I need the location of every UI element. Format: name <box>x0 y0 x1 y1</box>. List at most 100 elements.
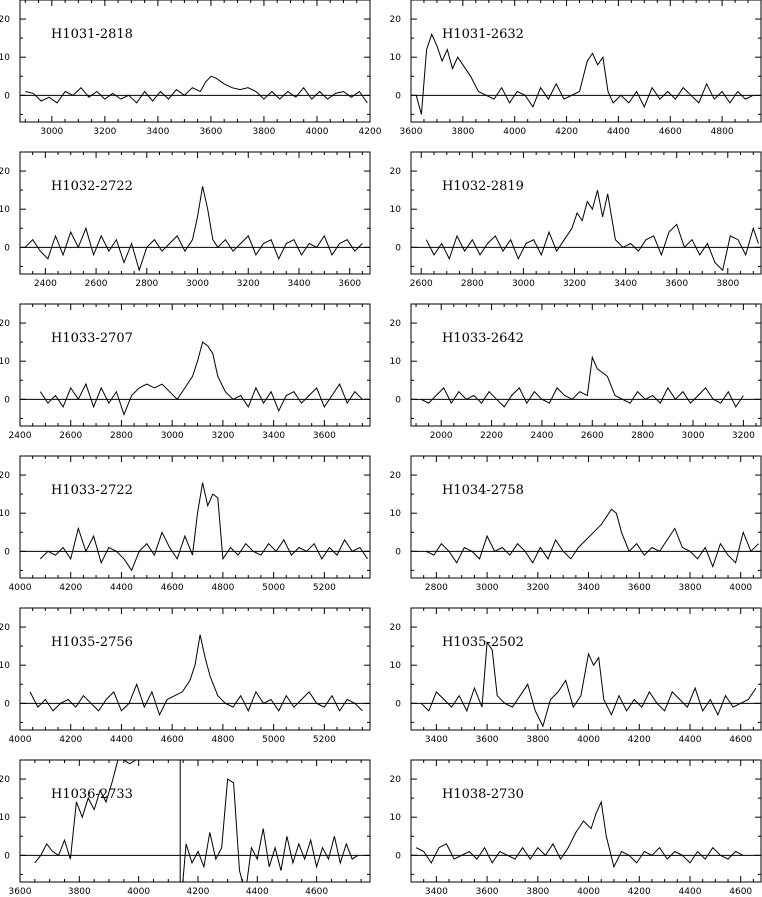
x-tick-label: 3400 <box>146 127 169 137</box>
x-tick-label: 3200 <box>211 431 234 441</box>
x-tick-label: 3400 <box>425 735 448 745</box>
x-tick-label: 3200 <box>237 279 260 289</box>
panel-title: H1033-2707 <box>51 331 133 346</box>
x-tick-label: 2400 <box>34 279 57 289</box>
x-tick-label: 3800 <box>68 887 91 897</box>
x-tick-label: 4400 <box>607 127 630 137</box>
panel-title: H1031-2632 <box>442 27 524 42</box>
x-tick-label: 4600 <box>729 887 752 897</box>
x-tick-label: 4200 <box>359 127 382 137</box>
x-tick-label: 3400 <box>262 431 285 441</box>
spectrum-panel-2: 3600 3800 4000 4200 4400 4600 4800 0 10 20 H1031-2… <box>390 0 762 137</box>
spectrum-panel-9: 4000 4200 4400 4600 4800 5000 5200 0 10 20 H1035-2… <box>0 607 371 745</box>
spectrum-line <box>24 186 363 272</box>
y-tick-label: 10 <box>0 357 10 367</box>
plot-frame <box>410 303 762 427</box>
panel-title: H1035-2502 <box>442 635 524 650</box>
x-tick-label: 3000 <box>186 279 209 289</box>
x-tick-label: 5200 <box>313 735 336 745</box>
x-tick-label: 2600 <box>59 431 82 441</box>
x-tick-label: 3400 <box>577 583 600 593</box>
panel-title: H1033-2642 <box>442 331 524 346</box>
x-tick-label: 3600 <box>476 887 499 897</box>
plot-frame <box>410 151 762 275</box>
x-tick-label: 4200 <box>628 735 651 745</box>
x-tick-label: 3600 <box>338 279 361 289</box>
x-tick-label: 4600 <box>305 887 328 897</box>
x-tick-label: 4600 <box>161 735 184 745</box>
spectrum-line <box>29 634 363 717</box>
spectrum-panel-6: 2000 2200 2400 2600 2800 3000 3200 0 10 20 H1033-2… <box>390 303 762 441</box>
panel-title: H1038-2730 <box>442 787 524 802</box>
y-tick-label: 10 <box>390 813 402 823</box>
plot-frame <box>19 303 371 427</box>
plot-frame <box>410 759 762 883</box>
spectrum-panel-10: 3400 3600 3800 4000 4200 4400 4600 0 10 20 H1035-2… <box>390 607 762 745</box>
plot-frame <box>19 455 371 579</box>
spectrum-panel-12: 3400 3600 3800 4000 4200 4400 4600 0 10 20 H1038-2… <box>390 759 762 897</box>
plot-frame <box>19 607 371 731</box>
x-tick-label: 4200 <box>59 735 82 745</box>
x-tick-label: 5200 <box>313 583 336 593</box>
panel-title: H1035-2756 <box>51 635 133 650</box>
x-tick-label: 4200 <box>628 887 651 897</box>
panel-title: H1036-2733 <box>51 787 133 802</box>
x-tick-label: 3400 <box>288 279 311 289</box>
plot-frame <box>19 151 371 275</box>
x-tick-label: 3200 <box>526 583 549 593</box>
x-tick-label: 3800 <box>451 127 474 137</box>
x-tick-label: 2400 <box>9 431 32 441</box>
y-tick-label: 20 <box>0 319 10 329</box>
spectrum-line <box>420 355 744 408</box>
x-tick-label: 3000 <box>476 583 499 593</box>
spectrum-line <box>39 482 368 572</box>
x-tick-label: 4200 <box>59 583 82 593</box>
y-tick-label: 10 <box>390 509 402 519</box>
x-tick-label: 3600 <box>665 279 688 289</box>
y-tick-label: 20 <box>0 15 10 25</box>
x-tick-label: 4400 <box>110 735 133 745</box>
x-tick-label: 3800 <box>716 279 739 289</box>
x-tick-label: 4200 <box>555 127 578 137</box>
y-tick-label: 20 <box>390 623 402 633</box>
x-tick-label: 4200 <box>187 887 210 897</box>
x-tick-label: 2200 <box>480 431 503 441</box>
spectrum-line <box>425 189 759 272</box>
x-tick-label: 3800 <box>526 735 549 745</box>
x-tick-label: 4800 <box>211 583 234 593</box>
x-tick-label: 2800 <box>110 431 133 441</box>
plot-frame <box>410 607 762 731</box>
spectrum-line <box>415 800 744 869</box>
spectrum-line <box>25 75 368 104</box>
y-tick-label: 10 <box>0 205 10 215</box>
x-tick-label: 5000 <box>262 583 285 593</box>
x-tick-label: 4000 <box>127 887 150 897</box>
x-tick-label: 2800 <box>425 583 448 593</box>
y-tick-label: 10 <box>0 813 10 823</box>
x-tick-label: 3200 <box>732 431 755 441</box>
x-tick-label: 2800 <box>135 279 158 289</box>
y-tick-label: 0 <box>395 395 401 405</box>
x-tick-label: 2600 <box>581 431 604 441</box>
x-tick-label: 3000 <box>40 127 63 137</box>
y-tick-label: 0 <box>395 851 401 861</box>
x-tick-label: 2400 <box>530 431 553 441</box>
spectrum-panel-5: 2400 2600 2800 3000 3200 3400 3600 0 10 20 H1033-2… <box>0 303 371 441</box>
x-tick-label: 3000 <box>512 279 535 289</box>
x-tick-label: 5000 <box>262 735 285 745</box>
x-tick-label: 4600 <box>161 583 184 593</box>
y-tick-label: 0 <box>4 91 10 101</box>
spectrum-panel-7: 4000 4200 4400 4600 4800 5000 5200 0 10 20 H1033-2… <box>0 455 371 593</box>
x-tick-label: 4000 <box>729 583 752 593</box>
panel-title: H1034-2758 <box>442 483 524 498</box>
x-tick-label: 4000 <box>577 887 600 897</box>
spectrum-panel-11: 3600 3800 4000 4200 4400 4600 0 10 20 H1036-2733 <box>0 759 371 897</box>
y-tick-label: 10 <box>0 509 10 519</box>
spectrum-line <box>420 640 757 728</box>
x-tick-label: 3400 <box>425 887 448 897</box>
panel-title: H1032-2819 <box>442 179 524 194</box>
x-tick-label: 4800 <box>711 127 734 137</box>
y-tick-label: 0 <box>395 699 401 709</box>
y-tick-label: 10 <box>0 53 10 63</box>
